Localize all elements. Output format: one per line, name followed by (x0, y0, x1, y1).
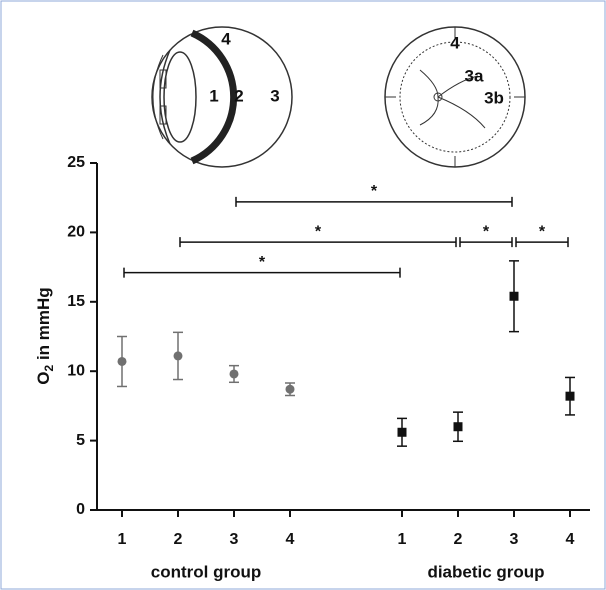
y-label-rest: in mmHg (34, 287, 53, 364)
data-point (453, 422, 463, 432)
eye-label: 1 (209, 86, 218, 105)
group-label: control group (151, 562, 261, 581)
significance-label: * (483, 223, 490, 240)
significance-label: * (315, 223, 322, 240)
data-point (173, 351, 183, 361)
x-tick-label: 3 (510, 531, 519, 548)
group-label: diabetic group (427, 562, 544, 581)
x-tick-label: 1 (398, 531, 407, 548)
y-label-main: O (34, 371, 53, 384)
y-tick-label: 0 (76, 501, 85, 518)
data-point (397, 427, 407, 437)
x-tick-label: 2 (174, 531, 183, 548)
eye-label: 4 (221, 29, 231, 48)
x-tick-label: 1 (118, 531, 127, 548)
data-point (229, 369, 239, 379)
fundus-diagram (384, 26, 526, 168)
data-point (117, 356, 127, 366)
data-point (285, 384, 295, 394)
eye-label: 4 (450, 33, 460, 52)
eye-label: 3a (465, 66, 484, 85)
y-label-sub: 2 (42, 364, 56, 371)
y-axis-label: O2 in mmHg (34, 287, 56, 384)
y-tick-label: 25 (67, 154, 85, 171)
y-tick-label: 20 (67, 224, 85, 241)
x-tick-label: 4 (566, 531, 575, 548)
data-point (565, 391, 575, 401)
y-tick-label: 5 (76, 432, 85, 449)
significance-label: * (539, 223, 546, 240)
significance-label: * (259, 254, 266, 271)
data-point (509, 291, 519, 301)
x-tick-label: 4 (286, 531, 295, 548)
significance-label: * (371, 183, 378, 200)
x-tick-label: 2 (454, 531, 463, 548)
y-tick-label: 10 (67, 362, 85, 379)
eye-side-diagram (151, 26, 293, 168)
x-tick-label: 3 (230, 531, 239, 548)
y-tick-label: 15 (67, 293, 85, 310)
eye-label: 2 (234, 86, 243, 105)
eye-label: 3b (484, 88, 504, 107)
eye-label: 3 (270, 86, 279, 105)
